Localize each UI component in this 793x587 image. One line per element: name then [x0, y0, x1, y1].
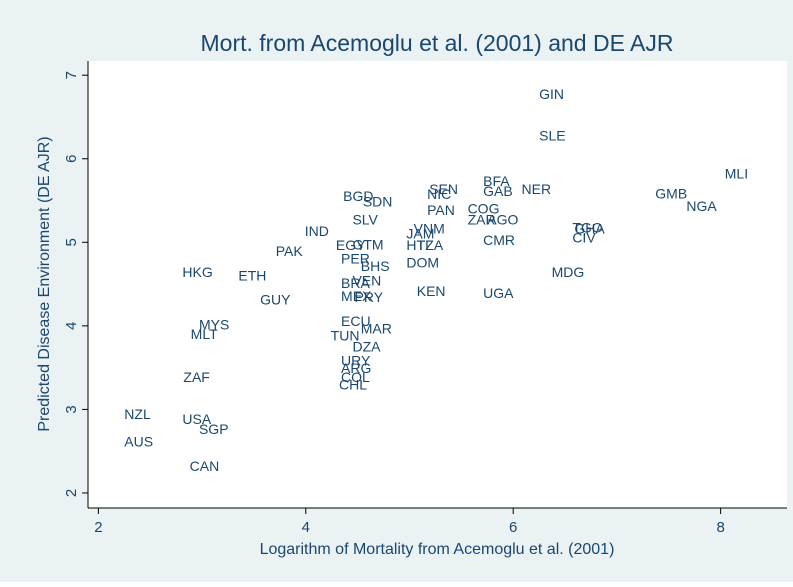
point-label: GIN [539, 86, 564, 102]
point-label: BFA [483, 173, 510, 189]
point-label: ECU [341, 313, 371, 329]
point-label: PRY [355, 289, 384, 305]
point-label: USA [182, 411, 211, 427]
point-label: SLV [352, 211, 378, 227]
point-label: CIV [572, 230, 596, 246]
point-label: ETH [238, 267, 266, 283]
point-label: TZA [417, 237, 444, 253]
y-tick-label: 3 [63, 405, 80, 413]
x-axis-label: Logarithm of Mortality from Acemoglu et … [260, 541, 615, 558]
point-label: UGA [483, 285, 514, 301]
y-axis-label: Predicted Disease Environment (DE AJR) [36, 136, 53, 431]
x-tick-label: 8 [716, 519, 724, 536]
point-label: SLE [539, 128, 565, 144]
point-label: TGO [572, 220, 602, 236]
y-tick-label: 4 [63, 322, 80, 330]
y-tick-label: 7 [63, 71, 80, 79]
point-label: NER [522, 181, 552, 197]
point-label: SGP [199, 421, 229, 437]
point-label: COG [468, 200, 500, 216]
point-label: EGY [336, 237, 366, 253]
point-label: MYS [199, 317, 229, 333]
point-label: BHS [361, 258, 390, 274]
point-label: IND [305, 223, 329, 239]
point-label: VEN [352, 272, 381, 288]
point-label: VNM [414, 220, 445, 236]
point-label: JAM [406, 225, 434, 241]
y-tick-label: 2 [63, 489, 80, 497]
chart-title: Mort. from Acemoglu et al. (2001) and DE… [201, 30, 674, 56]
point-label: BRA [341, 275, 370, 291]
point-label: ARG [341, 360, 371, 376]
point-label: PER [341, 251, 370, 267]
point-label: SEN [429, 181, 458, 197]
point-label: DZA [352, 338, 381, 354]
point-label: SDN [363, 194, 393, 210]
point-label: PAN [427, 202, 455, 218]
point-label: ZAR [468, 211, 496, 227]
point-label: NGA [686, 198, 717, 214]
point-label: NZL [124, 406, 151, 422]
point-label: PAK [276, 243, 304, 259]
point-label: MLI [725, 165, 748, 181]
point-label: GUY [260, 291, 291, 307]
point-label: TUN [331, 327, 360, 343]
point-label: GHA [574, 220, 605, 236]
point-label: GMB [655, 185, 687, 201]
point-label: DOM [406, 255, 439, 271]
point-label: GTM [352, 236, 383, 252]
plot-area [88, 61, 787, 508]
y-tick-label: 6 [63, 155, 80, 163]
point-label: URY [341, 352, 371, 368]
x-tick-label: 6 [509, 519, 517, 536]
point-label: CHL [339, 377, 367, 393]
point-label: COL [341, 369, 370, 385]
x-tick-label: 4 [302, 519, 310, 536]
point-label: AUS [124, 434, 153, 450]
point-label: MLT [191, 326, 218, 342]
point-label: AGO [487, 211, 518, 227]
point-label: HKG [182, 264, 212, 280]
point-label: KEN [417, 283, 446, 299]
y-tick-label: 5 [63, 238, 80, 246]
point-label: NIC [427, 186, 451, 202]
point-label: MAR [361, 321, 392, 337]
point-label: CAN [190, 458, 220, 474]
point-label: HTI [406, 237, 429, 253]
point-label: MDG [552, 264, 585, 280]
point-label: GAB [483, 183, 513, 199]
x-tick-label: 2 [94, 519, 102, 536]
point-label: BGD [343, 188, 373, 204]
point-label: ZAF [183, 369, 209, 385]
point-label: MEX [341, 288, 372, 304]
point-label: CMR [483, 232, 515, 248]
